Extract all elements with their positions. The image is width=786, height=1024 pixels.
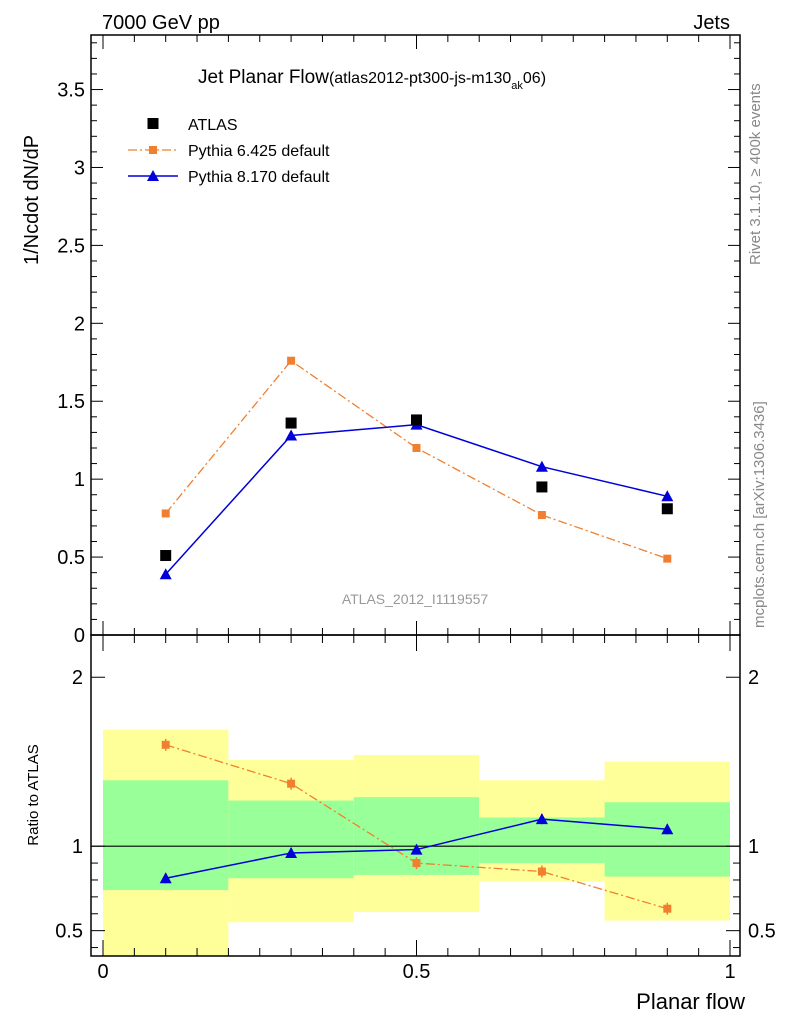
main-title-sub-end: 06) (523, 70, 546, 87)
ratio-plot-frame (90, 634, 741, 957)
pythia8-point (661, 490, 674, 502)
x-tick-label: 0 (97, 961, 108, 983)
atlas-point (285, 417, 297, 429)
ratio-y-tick-label: 2 (72, 667, 83, 689)
ratio-band-inner (479, 817, 605, 864)
ratio-band-inner (604, 802, 730, 877)
main-y-tick-label: 1 (74, 469, 85, 491)
main-y-tick-label: 2.5 (57, 235, 85, 257)
pythia6-point (161, 509, 170, 518)
ratio-pythia8-point (661, 823, 674, 835)
pythia6-point (663, 554, 672, 563)
atlas-point (536, 481, 548, 493)
x-tick-label: 1 (724, 961, 735, 983)
legend-atlas-label: ATLAS (188, 117, 238, 134)
header-right-label: Jets (693, 12, 730, 34)
ratio-y-tick-label: 1 (72, 836, 83, 858)
legend-pythia6-marker (149, 146, 157, 154)
legend-atlas-marker (147, 118, 159, 129)
main-y-tick-label: 2 (74, 313, 85, 335)
main-title-sub: (atlas2012-pt300-js-m130 (329, 70, 511, 87)
legend-pythia6-label: Pythia 6.425 default (188, 143, 330, 160)
x-axis-label: Planar flow (636, 989, 745, 1014)
main-y-tick-label: 1.5 (57, 391, 85, 413)
ratio-pythia6-point (663, 904, 672, 913)
pythia6-point (412, 443, 421, 452)
main-y-ticks: 0 0.5 1 1.5 2 2.5 3 3.5 (57, 35, 740, 647)
legend: ATLAS Pythia 6.425 default Pythia 8.170 de… (128, 117, 330, 186)
x-tick-label: 0.5 (403, 961, 431, 983)
ratio-series (159, 738, 674, 915)
ratio-y-tick-label-right: 2 (748, 667, 759, 689)
ratio-pythia6-point (537, 867, 546, 876)
ratio-y-tick-label-right: 0.5 (748, 921, 776, 943)
atlas-point (160, 550, 172, 562)
ratio-pythia6-point (412, 859, 421, 868)
main-y-tick-label: 3 (74, 157, 85, 179)
ratio-ticks: 0.5 0.5 1 1 2 2 0 0.5 1 (55, 635, 776, 983)
ratio-pythia8-point (285, 846, 298, 858)
mcplots-label: mcplots.cern.ch [arXiv:1306.3436] (751, 401, 768, 628)
watermark: ATLAS_2012_I1119557 (342, 591, 489, 607)
ratio-band-inner (103, 780, 229, 891)
pythia8-point (285, 429, 298, 441)
ratio-panel: 0.5 0.5 1 1 2 2 0 0.5 1 Ratio to ATLAS Planar fl… (25, 634, 776, 1014)
main-title-text: Jet Planar Flow (198, 67, 329, 88)
main-y-tick-label: 0.5 (57, 547, 85, 569)
ratio-y-tick-label-right: 1 (748, 836, 759, 858)
ratio-pythia6-point (287, 779, 296, 788)
atlas-point (661, 503, 673, 515)
pythia8-point (535, 460, 548, 472)
legend-pythia8-marker (147, 170, 159, 181)
pythia8-point (159, 568, 172, 580)
main-y-axis-label: 1/Ncdot dN/dP (21, 135, 43, 265)
pythia6-point (537, 511, 546, 519)
ratio-pythia6-point (161, 740, 170, 749)
main-y-tick-label: 3.5 (57, 80, 85, 102)
main-series (159, 356, 674, 580)
main-title: Jet Planar Flow(atlas2012-pt300-js-m130a… (198, 67, 546, 92)
main-panel: 0 0.5 1 1.5 2 2.5 3 3.5 Jet Planar Flow(atlas20… (21, 34, 741, 647)
ratio-y-axis-label: Ratio to ATLAS (25, 744, 42, 845)
ratio-bands (91, 729, 740, 956)
legend-pythia8-label: Pythia 8.170 default (188, 169, 330, 186)
main-title-subscript: ak (511, 80, 523, 92)
ratio-pythia8-point (535, 813, 548, 825)
atlas-point (411, 414, 422, 426)
ratio-y-tick-label: 0.5 (55, 921, 83, 943)
main-y-tick-label: 0 (74, 625, 85, 647)
ratio-pythia8-point (410, 843, 423, 855)
pythia6-point (287, 356, 296, 365)
ratio-pythia8-point (159, 872, 172, 884)
rivet-label: Rivet 3.1.10, ≥ 400k events (747, 83, 764, 265)
header-left-label: 7000 GeV pp (102, 12, 220, 34)
ratio-band-inner (228, 800, 354, 879)
pythia6-line (165, 359, 668, 560)
